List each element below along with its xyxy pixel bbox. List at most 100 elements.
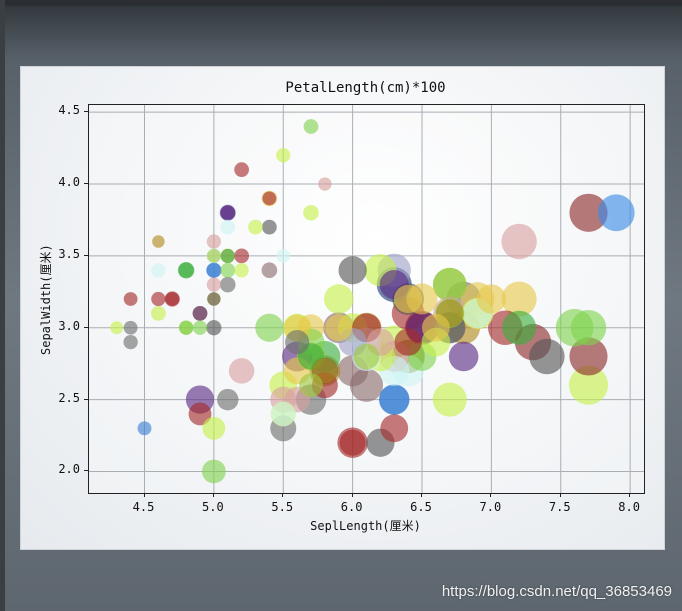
- scatter-point: [188, 402, 212, 426]
- scatter-point: [379, 384, 410, 415]
- x-tick-label: 7.0: [479, 500, 502, 514]
- window-left-edge: [0, 0, 5, 611]
- scatter-plot: [89, 105, 644, 493]
- scatter-point: [353, 343, 380, 370]
- scatter-point: [380, 414, 409, 443]
- x-tick-label: 5.0: [202, 500, 224, 514]
- scatter-point: [299, 373, 323, 398]
- scatter-point: [123, 292, 138, 306]
- scatter-point: [206, 277, 222, 292]
- x-tick-mark: [212, 493, 214, 497]
- scatter-point: [206, 234, 222, 249]
- y-tick-mark: [84, 254, 88, 256]
- scatter-point: [206, 320, 222, 336]
- x-tick-label: 6.0: [340, 500, 363, 514]
- scatter-point: [178, 320, 194, 335]
- scatter-point: [178, 262, 194, 278]
- plot-area: [88, 104, 645, 494]
- scatter-point: [432, 267, 467, 302]
- scatter-point: [110, 321, 124, 335]
- scatter-point: [285, 330, 310, 355]
- scatter-point: [501, 223, 537, 260]
- scatter-point: [137, 421, 152, 436]
- scatter-point: [192, 305, 208, 321]
- scatter-point: [339, 429, 366, 456]
- scatter-point: [432, 382, 467, 417]
- watermark: https://blog.csdn.net/qq_36853469: [441, 583, 672, 600]
- scatter-point: [502, 310, 537, 345]
- x-tick-label: 4.5: [132, 500, 155, 514]
- scatter-point: [597, 194, 635, 232]
- scatter-point: [394, 284, 423, 314]
- x-axis-label: SeplLength(厘米): [310, 519, 421, 533]
- scatter-point: [152, 235, 165, 248]
- scatter-point: [202, 416, 226, 440]
- scatter-point: [529, 338, 565, 375]
- x-tick-mark: [282, 493, 284, 497]
- scatter-point: [261, 262, 278, 279]
- y-tick-mark: [84, 111, 88, 113]
- scatter-point: [206, 262, 222, 278]
- scatter-point: [220, 205, 236, 221]
- scatter-point: [448, 341, 479, 372]
- scatter-point: [217, 388, 239, 411]
- scatter-point: [151, 291, 166, 307]
- scatter-point: [202, 459, 226, 484]
- scatter-point: [394, 328, 422, 356]
- scatter-point: [220, 262, 236, 278]
- y-tick-label: 4.5: [58, 103, 80, 118]
- scatter-point: [568, 365, 609, 405]
- x-tick-mark: [351, 493, 353, 497]
- scatter-point: [501, 281, 537, 317]
- scatter-point: [123, 334, 138, 350]
- scatter-point: [219, 276, 236, 293]
- x-tick-label: 6.5: [410, 500, 432, 514]
- y-tick-mark: [84, 470, 88, 472]
- x-tick-mark: [559, 493, 561, 497]
- y-axis-label: SepalWidth(厘米): [39, 244, 53, 355]
- scatter-point: [570, 310, 607, 346]
- scatter-point: [228, 358, 255, 384]
- y-tick-label: 4.0: [58, 175, 80, 190]
- scatter-point: [338, 256, 367, 285]
- y-tick-label: 2.0: [58, 462, 80, 477]
- scatter-point: [262, 191, 277, 206]
- y-tick-label: 3.5: [58, 246, 80, 261]
- y-tick-mark: [84, 398, 88, 400]
- y-tick-label: 3.0: [58, 318, 80, 333]
- scatter-point: [207, 292, 221, 306]
- y-tick-mark: [84, 183, 88, 185]
- scatter-point: [192, 320, 208, 335]
- chart-title: PetalLength(cm)*100: [285, 80, 446, 96]
- x-tick-label: 8.0: [618, 500, 640, 514]
- scatter-point: [248, 219, 263, 235]
- window-top-strip: [0, 0, 682, 6]
- x-tick-mark: [490, 493, 492, 497]
- y-tick-mark: [84, 326, 88, 328]
- scatter-point: [255, 313, 284, 342]
- scatter-point: [220, 219, 236, 235]
- x-tick-label: 7.5: [548, 500, 571, 514]
- x-tick-mark: [629, 493, 631, 497]
- scatter-point: [234, 263, 249, 278]
- scatter-point: [303, 119, 319, 134]
- scatter-point: [318, 177, 332, 191]
- y-tick-label: 2.5: [58, 390, 80, 405]
- scatter-point: [151, 263, 166, 278]
- x-tick-mark: [421, 493, 422, 497]
- scatter-point: [569, 337, 608, 376]
- scatter-point: [165, 292, 180, 306]
- scatter-point: [234, 162, 249, 178]
- scatter-point: [276, 148, 291, 163]
- scatter-point: [234, 248, 249, 264]
- x-tick-label: 5.5: [271, 500, 294, 514]
- scatter-point: [262, 219, 277, 235]
- scatter-point: [270, 401, 296, 427]
- scatter-point: [476, 284, 506, 314]
- scatter-point: [303, 204, 319, 221]
- scatter-point: [569, 193, 608, 232]
- scatter-point: [123, 320, 138, 335]
- scatter-point: [325, 314, 353, 342]
- scatter-point: [323, 284, 354, 314]
- scatter-point: [151, 305, 166, 321]
